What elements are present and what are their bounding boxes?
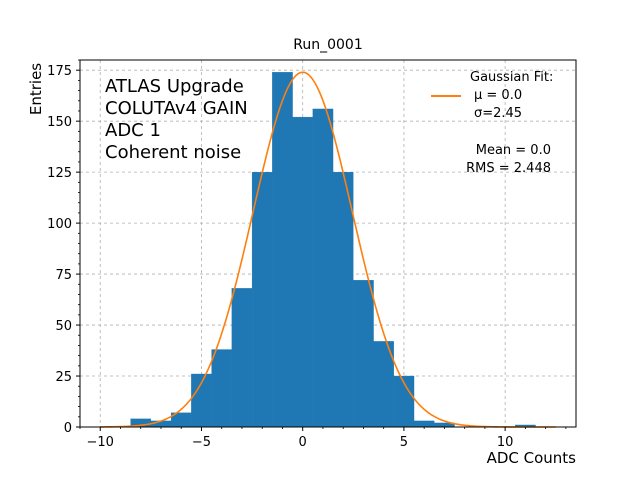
legend-sigma: σ=2.45 [474, 106, 522, 121]
histogram-bar [353, 280, 374, 428]
histogram-bars [130, 72, 536, 428]
stats-rms: RMS = 2.448 [466, 161, 551, 176]
x-tick-label: −5 [192, 435, 211, 450]
histogram-bar [251, 171, 273, 428]
gaussian-fit-curve [100, 71, 556, 428]
y-axis-label: Entries [27, 63, 45, 115]
legend: Gaussian Fit: μ = 0.0 σ=2.45 [431, 70, 553, 121]
y-tick-label: 150 [47, 115, 72, 130]
y-tick-label: 175 [47, 64, 72, 79]
annotation-line-4: Coherent noise [105, 142, 241, 163]
annotation-line-1: ATLAS Upgrade [105, 76, 244, 97]
y-tick-label: 50 [55, 319, 72, 334]
histogram-bar [272, 72, 293, 428]
y-tick-label: 75 [55, 268, 72, 283]
y-tick-label: 0 [64, 421, 72, 436]
x-tick-label: 0 [299, 435, 307, 450]
annotation-block: ATLAS Upgrade COLUTAv4 GAIN ADC 1 Cohere… [105, 76, 248, 163]
annotation-line-3: ADC 1 [105, 120, 161, 141]
histogram-bar [312, 108, 334, 428]
y-tick-label: 100 [47, 217, 72, 232]
histogram-bar [231, 288, 253, 428]
stats-box: Mean = 0.0 RMS = 2.448 [466, 143, 551, 176]
x-tick-label: −10 [87, 435, 114, 450]
histogram-bar [211, 349, 232, 428]
legend-mu: μ = 0.0 [474, 88, 522, 103]
x-axis-label: ADC Counts [487, 449, 577, 467]
stats-mean: Mean = 0.0 [476, 143, 551, 158]
chart-title: Run_0001 [293, 37, 362, 53]
gaussian-fit [100, 71, 556, 428]
legend-title: Gaussian Fit: [470, 70, 553, 85]
histogram-bar [292, 116, 313, 428]
annotation-line-2: COLUTAv4 GAIN [105, 98, 248, 119]
histogram-bar [413, 420, 435, 428]
x-tick-label: 10 [497, 435, 514, 450]
y-tick-label: 125 [47, 166, 72, 181]
x-tick-label: 5 [400, 435, 408, 450]
y-tick-label: 25 [55, 370, 72, 385]
histogram-bar [332, 171, 354, 428]
